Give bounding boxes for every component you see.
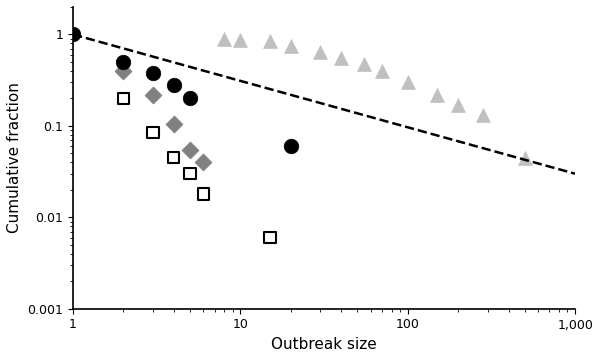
Filovirus (Africa, pre-2013) — [359, 61, 369, 66]
Filovirus (Africa, pre-2013) — [433, 92, 442, 97]
MERS (Middle East) — [169, 82, 179, 88]
Andes virus (South America) — [169, 155, 179, 160]
Filovirus (Africa, pre-2013) — [236, 37, 245, 42]
Filovirus (Africa, pre-2013) — [316, 49, 325, 55]
Monkeypox (Africa) — [169, 121, 179, 127]
Y-axis label: Cumulative fraction: Cumulative fraction — [7, 83, 22, 233]
Andes virus (South America) — [148, 130, 158, 135]
Filovirus (Africa, pre-2013) — [478, 113, 487, 118]
Andes virus (South America) — [199, 191, 208, 197]
Filovirus (Africa, pre-2013) — [454, 102, 463, 108]
Filovirus (Africa, pre-2013) — [286, 43, 296, 49]
Andes virus (South America) — [265, 235, 275, 241]
Filovirus (Africa, pre-2013) — [520, 155, 530, 160]
MERS (Middle East) — [148, 70, 158, 76]
X-axis label: Outbreak size: Outbreak size — [271, 337, 377, 352]
Andes virus (South America) — [185, 171, 195, 177]
MERS (Middle East) — [286, 143, 296, 149]
MERS (Middle East) — [119, 59, 128, 65]
Monkeypox (Africa) — [148, 92, 158, 97]
Monkeypox (Africa) — [119, 68, 128, 74]
Filovirus (Africa, pre-2013) — [377, 68, 386, 74]
Filovirus (Africa, pre-2013) — [403, 79, 413, 85]
Filovirus (Africa, pre-2013) — [337, 55, 346, 61]
Filovirus (Africa, pre-2013) — [220, 36, 229, 42]
Andes virus (South America) — [119, 95, 128, 101]
MERS (Middle East) — [185, 95, 195, 101]
Filovirus (Africa, pre-2013) — [265, 38, 275, 44]
Monkeypox (Africa) — [199, 159, 208, 165]
MERS (Middle East) — [68, 32, 78, 37]
Monkeypox (Africa) — [185, 147, 195, 153]
